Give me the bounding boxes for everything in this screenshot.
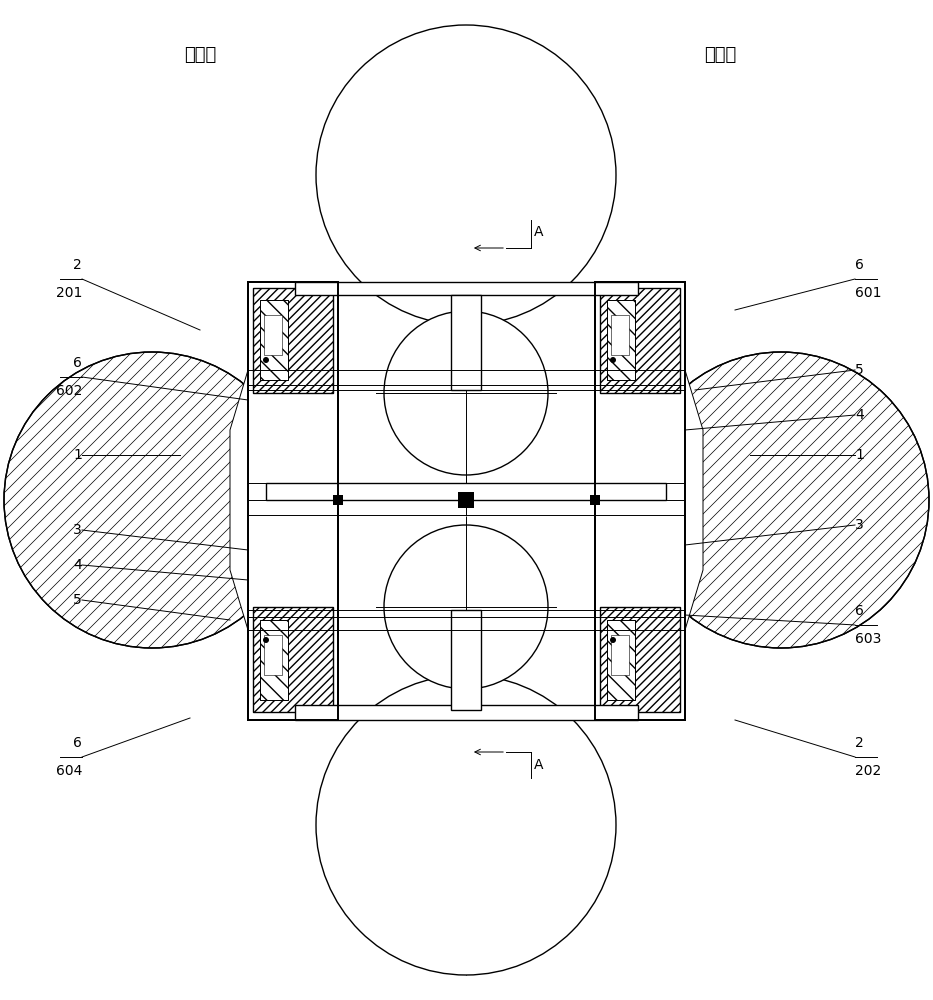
Text: 入口侧: 入口侧 xyxy=(703,46,736,64)
Circle shape xyxy=(384,525,548,689)
Text: 2: 2 xyxy=(74,258,82,272)
Bar xyxy=(333,495,343,505)
Text: 1: 1 xyxy=(73,448,82,462)
Bar xyxy=(600,288,680,393)
Circle shape xyxy=(4,352,300,648)
Bar xyxy=(253,288,333,393)
Bar xyxy=(607,620,635,700)
Text: 4: 4 xyxy=(74,558,82,572)
Bar xyxy=(248,282,338,720)
Bar xyxy=(607,300,635,380)
Bar xyxy=(607,620,635,700)
Polygon shape xyxy=(685,370,703,630)
Bar xyxy=(451,295,481,390)
Text: 2: 2 xyxy=(855,736,864,750)
Bar xyxy=(253,607,333,712)
Circle shape xyxy=(610,637,616,643)
Text: 4: 4 xyxy=(855,408,864,422)
Text: 6: 6 xyxy=(73,356,82,370)
Text: A: A xyxy=(534,758,544,772)
Bar xyxy=(600,607,680,712)
Bar xyxy=(451,610,481,710)
Bar xyxy=(264,315,282,355)
Text: 6: 6 xyxy=(855,604,864,618)
Text: 5: 5 xyxy=(855,363,864,377)
Text: 201: 201 xyxy=(56,286,82,300)
Text: A: A xyxy=(534,225,544,239)
Bar xyxy=(260,300,288,380)
Bar xyxy=(611,315,629,355)
Bar xyxy=(458,492,474,508)
Text: 5: 5 xyxy=(74,593,82,607)
Text: 1: 1 xyxy=(855,448,864,462)
Text: 604: 604 xyxy=(56,764,82,778)
Text: 出口侧: 出口侧 xyxy=(184,46,216,64)
Bar xyxy=(611,635,629,675)
Text: 3: 3 xyxy=(855,518,864,532)
Text: 602: 602 xyxy=(56,384,82,398)
Circle shape xyxy=(384,311,548,475)
Bar xyxy=(253,607,333,712)
Bar xyxy=(260,300,288,380)
Bar xyxy=(295,705,638,720)
Bar xyxy=(600,288,680,393)
Text: 601: 601 xyxy=(855,286,882,300)
Text: 6: 6 xyxy=(855,258,864,272)
Polygon shape xyxy=(230,370,248,630)
Circle shape xyxy=(610,357,616,363)
Circle shape xyxy=(633,352,929,648)
Bar xyxy=(590,495,600,505)
Bar xyxy=(264,635,282,675)
Text: 202: 202 xyxy=(855,764,882,778)
Bar xyxy=(595,282,685,720)
Circle shape xyxy=(316,25,616,325)
Bar xyxy=(253,288,333,393)
Bar xyxy=(266,483,666,500)
Bar xyxy=(260,620,288,700)
Circle shape xyxy=(263,357,269,363)
Bar xyxy=(607,300,635,380)
Text: 6: 6 xyxy=(73,736,82,750)
Text: 603: 603 xyxy=(855,632,882,646)
Bar xyxy=(295,282,638,295)
Bar xyxy=(260,620,288,700)
Circle shape xyxy=(316,675,616,975)
Bar xyxy=(600,607,680,712)
Circle shape xyxy=(263,637,269,643)
Text: 3: 3 xyxy=(74,523,82,537)
